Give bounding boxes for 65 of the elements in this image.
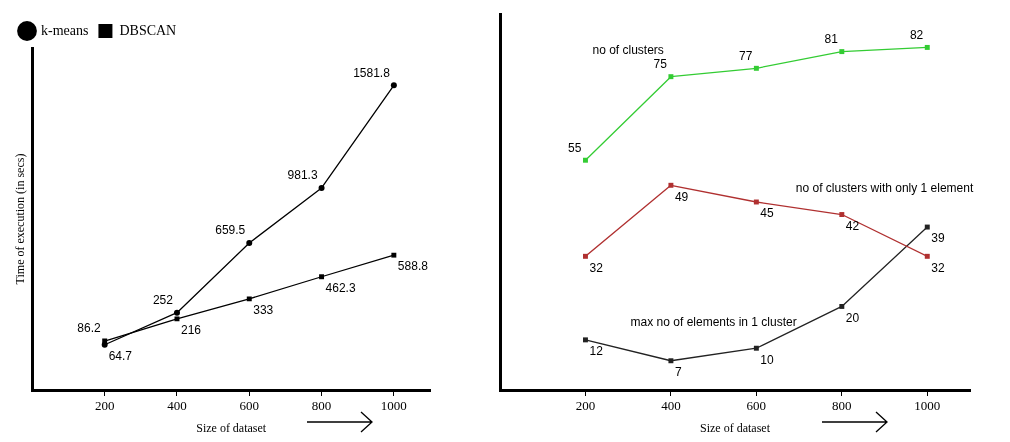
- point: [582, 157, 588, 163]
- point: [839, 212, 845, 218]
- data-label: 81: [824, 31, 839, 46]
- data-label: 1581.8: [353, 65, 391, 80]
- point: [668, 74, 674, 80]
- x-tick-label: 1000: [914, 398, 941, 414]
- point: [668, 358, 674, 364]
- series-label: no of clusters with only 1 element: [795, 180, 974, 195]
- data-label: 981.3: [287, 168, 318, 183]
- data-label: 75: [653, 56, 668, 71]
- legend-label: k-means: [41, 22, 89, 38]
- point: [924, 253, 930, 259]
- x-tick-label: 1000: [380, 398, 407, 414]
- data-label: 10: [760, 352, 775, 367]
- x-tick-label: 800: [832, 398, 852, 414]
- x-axis-title: Size of dataset: [700, 420, 771, 435]
- data-label: 20: [845, 310, 860, 325]
- series-label: max no of elements in 1 cluster: [630, 314, 797, 329]
- data-label: 32: [589, 260, 604, 275]
- data-label: 77: [739, 48, 753, 63]
- data-label: 588.8: [397, 259, 429, 274]
- point: [318, 185, 325, 191]
- data-label: 7: [674, 365, 682, 380]
- data-label: 32: [931, 260, 945, 275]
- data-label: 12: [589, 344, 604, 359]
- point: [246, 240, 253, 247]
- legend-label: DBSCAN: [119, 22, 177, 38]
- point: [924, 44, 930, 50]
- series-label: no of clusters: [592, 42, 664, 57]
- x-tick-label: 600: [239, 398, 260, 414]
- data-label: 82: [909, 27, 924, 42]
- data-label: 333: [253, 303, 274, 318]
- data-label: 252: [152, 293, 174, 308]
- point: [101, 341, 108, 348]
- data-label: 45: [760, 206, 775, 221]
- data-label: 86.2: [77, 321, 102, 336]
- x-tick-label: 200: [575, 398, 596, 414]
- point: [391, 252, 397, 258]
- point: [390, 82, 397, 89]
- point: [753, 65, 759, 71]
- x-tick-label: 400: [167, 398, 187, 414]
- x-tick-label: 200: [94, 398, 115, 414]
- point: [582, 337, 588, 343]
- y-axis-title: Time of execution (in secs): [13, 153, 28, 285]
- point: [582, 253, 588, 259]
- point: [668, 182, 674, 188]
- data-label: 462.3: [325, 281, 356, 296]
- x-tick-label: 400: [661, 398, 681, 414]
- data-label: 659.5: [215, 223, 246, 238]
- data-label: 64.7: [108, 349, 133, 364]
- point: [246, 296, 252, 302]
- point: [173, 309, 180, 316]
- point: [924, 224, 930, 230]
- point: [319, 274, 325, 280]
- x-tick-label: 600: [746, 398, 767, 414]
- data-label: 55: [568, 140, 582, 155]
- point: [839, 303, 845, 309]
- data-label: 42: [845, 218, 860, 233]
- point: [839, 49, 845, 55]
- data-label: 216: [180, 323, 202, 338]
- point: [753, 345, 759, 351]
- x-axis-title: Size of dataset: [196, 420, 267, 435]
- data-label: 49: [674, 189, 689, 204]
- x-tick-label: 800: [311, 398, 332, 414]
- data-label: 39: [931, 231, 945, 246]
